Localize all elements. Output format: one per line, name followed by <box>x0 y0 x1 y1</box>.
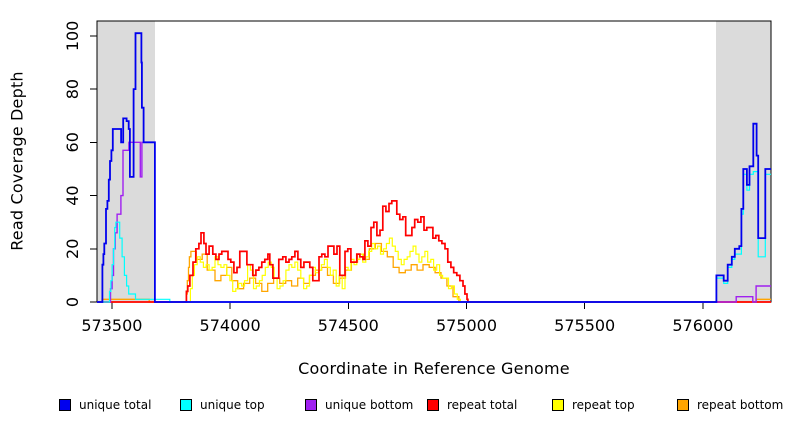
x-tick-label: 575500 <box>554 316 615 335</box>
series-line-unique-top <box>97 171 771 303</box>
legend-label: repeat total <box>447 398 518 412</box>
legend-label: repeat top <box>572 398 635 412</box>
shaded-region <box>715 21 771 302</box>
legend-label: unique top <box>200 398 265 412</box>
x-tick-label: 575000 <box>436 316 497 335</box>
x-tick-label: 574000 <box>200 316 261 335</box>
legend-swatch-unique-total <box>59 399 71 411</box>
legend-label: unique total <box>79 398 152 412</box>
series-line-repeat-top <box>97 237 771 303</box>
legend-swatch-repeat-bottom <box>677 399 689 411</box>
x-tick-label: 576000 <box>672 316 733 335</box>
y-tick-label: 0 <box>63 297 82 307</box>
y-tick-label: 100 <box>63 21 82 52</box>
x-tick-label: 574500 <box>318 316 379 335</box>
y-axis-title: Read Coverage Depth <box>7 71 27 251</box>
legend-item-repeat-bottom: repeat bottom <box>677 396 783 414</box>
x-tick-label: 573500 <box>81 316 142 335</box>
legend-label: unique bottom <box>325 398 414 412</box>
legend: unique total unique top unique bottom repea… <box>0 396 792 418</box>
legend-item-unique-total: unique total <box>59 396 151 414</box>
shaded-region <box>97 21 155 302</box>
legend-item-repeat-total: repeat total <box>427 396 517 414</box>
legend-swatch-repeat-top <box>552 399 564 411</box>
y-tick-label: 40 <box>63 185 82 205</box>
series-line-unique-bottom <box>97 141 771 303</box>
y-tick-label: 80 <box>63 79 82 99</box>
series-line-repeat-total <box>97 200 771 303</box>
legend-swatch-repeat-total <box>427 399 439 411</box>
y-tick-label: 20 <box>63 239 82 259</box>
y-tick-label: 60 <box>63 132 82 152</box>
legend-label: repeat bottom <box>697 398 784 412</box>
legend-item-unique-bottom: unique bottom <box>305 396 413 414</box>
legend-swatch-unique-top <box>180 399 192 411</box>
series-line-repeat-bottom <box>97 242 771 303</box>
series-line-unique-total <box>97 32 771 303</box>
legend-item-repeat-top: repeat top <box>552 396 635 414</box>
legend-item-unique-top: unique top <box>180 396 265 414</box>
legend-swatch-unique-bottom <box>305 399 317 411</box>
x-axis-title: Coordinate in Reference Genome <box>298 359 570 378</box>
